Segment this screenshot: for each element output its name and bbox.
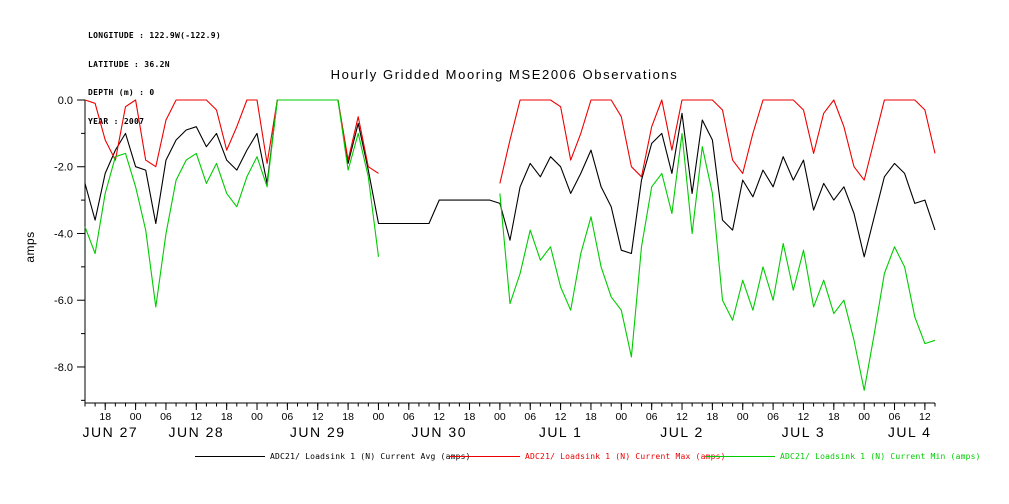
day-label: JUN 29 — [290, 424, 346, 440]
x-tick-label: 12 — [555, 411, 567, 423]
series-line-current-avg — [84, 99, 936, 258]
x-tick-label: 18 — [342, 411, 354, 423]
meta-longitude: LONGITUDE : 122.9W(-122.9) — [88, 31, 222, 40]
x-tick-label: 00 — [858, 411, 870, 423]
day-label: JUN 30 — [411, 424, 467, 440]
x-tick-label: 06 — [403, 411, 415, 423]
y-tick-label: -6.0 — [54, 295, 73, 307]
legend-label-avg: ADC21/ Loadsink 1 (N) Current Avg (amps) — [270, 451, 471, 461]
meta-latitude: LATITUDE : 36.2N — [88, 59, 170, 69]
x-tick-label: 06 — [646, 411, 658, 423]
axis-frame — [84, 100, 935, 404]
legend-label-max: ADC21/ Loadsink 1 (N) Current Max (amps) — [525, 451, 726, 461]
x-tick-label: 00 — [130, 411, 142, 423]
legend-entry-min: ADC21/ Loadsink 1 (N) Current Min (amps) — [705, 451, 981, 461]
x-tick-label: 12 — [190, 411, 202, 423]
legend-entry-avg: ADC21/ Loadsink 1 (N) Current Avg (amps) — [195, 451, 471, 461]
legend-label-min: ADC21/ Loadsink 1 (N) Current Min (amps) — [780, 451, 981, 461]
meta-year: YEAR : 2007 — [88, 116, 145, 126]
day-label: JUL 2 — [660, 424, 704, 440]
day-label: JUL 3 — [782, 424, 826, 440]
metadata-block: LONGITUDE : 122.9W(-122.9) LATITUDE : 36… — [88, 12, 221, 145]
x-tick-label: 00 — [615, 411, 627, 423]
x-tick-label: 06 — [767, 411, 779, 423]
legend-line-min-swatch — [705, 455, 775, 457]
legend-line-max-swatch — [450, 455, 520, 457]
y-tick-label: -4.0 — [54, 228, 73, 240]
x-tick-label: 18 — [464, 411, 476, 423]
day-label: JUN 27 — [82, 424, 138, 440]
chart-title: Hourly Gridded Mooring MSE2006 Observati… — [330, 67, 679, 82]
meta-depth: DEPTH (m) : 0 — [88, 88, 155, 97]
x-tick-label: 18 — [585, 411, 597, 423]
x-tick-label: 18 — [221, 411, 233, 423]
x-tick-label: 12 — [676, 411, 688, 423]
x-tick-label: 00 — [373, 411, 385, 423]
x-tick-label: 18 — [828, 411, 840, 423]
x-tick-label: 12 — [433, 411, 445, 423]
x-tick-label: 00 — [494, 411, 506, 423]
x-tick-label: 06 — [160, 411, 172, 423]
series-line-current-min — [84, 99, 936, 391]
y-tick-label: -8.0 — [54, 362, 73, 374]
x-tick-label: 06 — [282, 411, 294, 423]
x-tick-label: 06 — [524, 411, 536, 423]
x-tick-label: 12 — [798, 411, 810, 423]
legend-entry-max: ADC21/ Loadsink 1 (N) Current Max (amps) — [450, 451, 726, 461]
x-tick-label: 12 — [919, 411, 931, 423]
y-tick-label: 0.0 — [58, 95, 73, 107]
x-tick-label: 00 — [737, 411, 749, 423]
y-tick-label: -2.0 — [54, 162, 73, 174]
x-tick-label: 18 — [99, 411, 111, 423]
legend-line-avg-swatch — [195, 455, 265, 457]
day-label: JUL 1 — [539, 424, 583, 440]
day-label: JUL 4 — [888, 424, 932, 440]
x-tick-label: 18 — [707, 411, 719, 423]
x-tick-label: 12 — [312, 411, 324, 423]
x-tick-label: 00 — [251, 411, 263, 423]
day-label: JUN 28 — [168, 424, 224, 440]
x-tick-label: 06 — [889, 411, 901, 423]
